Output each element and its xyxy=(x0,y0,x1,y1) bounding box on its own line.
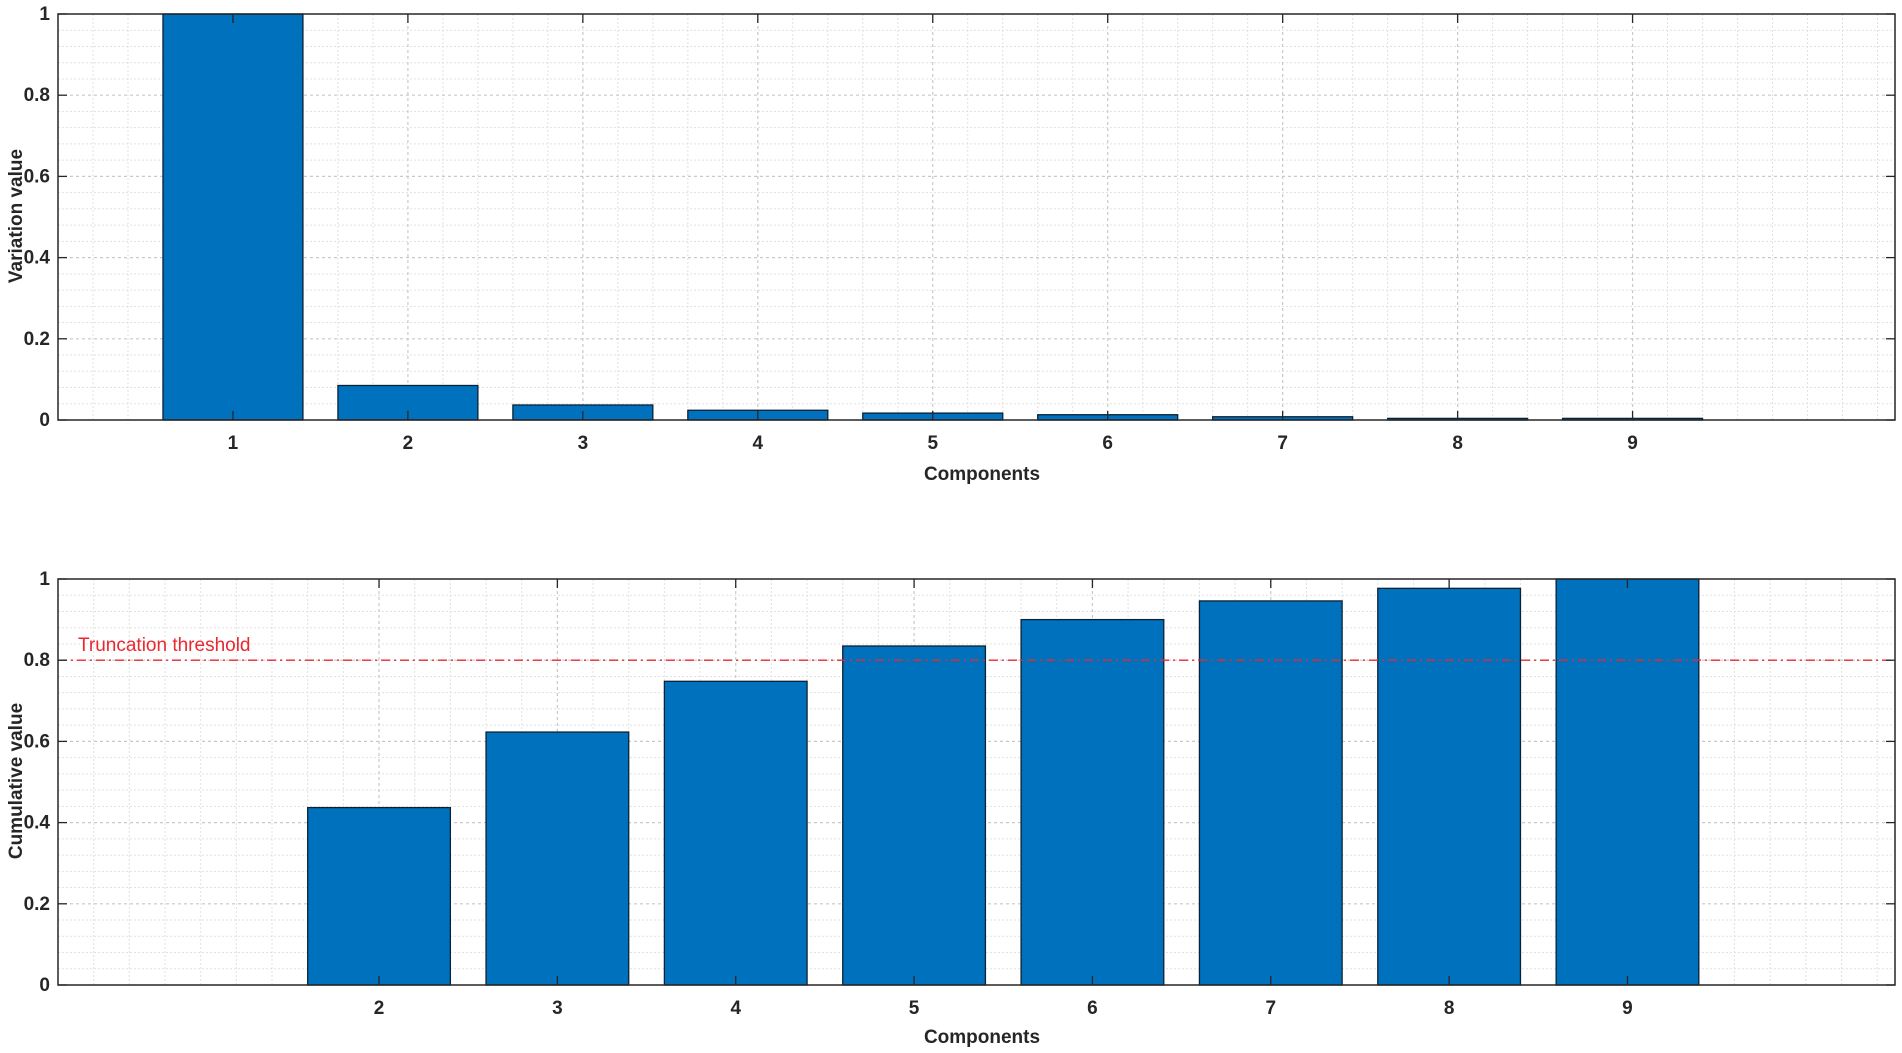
bar-9 xyxy=(1555,578,1700,986)
variation-chart: Components Variation value 0 0.2 0.4 0.6 0.8… xyxy=(6,4,1896,485)
x-tick-label: 3 xyxy=(552,998,563,1019)
y-tick-label: 0 xyxy=(39,975,50,996)
x-tick-label: 2 xyxy=(403,433,414,454)
bar-5 xyxy=(842,645,987,986)
y-tick-label: 0.2 xyxy=(24,329,50,350)
bars xyxy=(162,13,1704,421)
bar-8 xyxy=(1377,587,1522,986)
x-tick-label: 5 xyxy=(909,998,920,1019)
x-axis-label: Components xyxy=(924,1027,1040,1048)
y-axis-label: Variation value xyxy=(6,149,27,283)
axes-box xyxy=(57,13,1896,421)
ticks: 0 0.2 0.4 0.6 0.8 1 2 3 4 5 6 7 8 9 xyxy=(24,569,1895,1019)
y-tick-label: 0.4 xyxy=(24,813,51,834)
x-tick-label: 4 xyxy=(753,433,764,454)
x-tick-label: 7 xyxy=(1277,433,1288,454)
x-tick-label: 4 xyxy=(730,998,741,1019)
x-tick-label: 3 xyxy=(578,433,589,454)
x-tick-label: 9 xyxy=(1627,433,1638,454)
plot-area xyxy=(58,14,1895,420)
x-tick-label: 6 xyxy=(1102,433,1113,454)
y-tick-label: 0.4 xyxy=(24,248,51,269)
y-tick-label: 1 xyxy=(39,4,50,25)
bar-3 xyxy=(485,731,630,986)
y-tick-label: 0 xyxy=(39,410,50,431)
threshold-label: Truncation threshold xyxy=(78,635,251,656)
bars xyxy=(307,578,1700,986)
x-tick-label: 8 xyxy=(1452,433,1463,454)
bar-4 xyxy=(663,680,808,986)
bar-6 xyxy=(1020,618,1165,986)
bar-2 xyxy=(307,806,452,986)
x-tick-label: 1 xyxy=(228,433,239,454)
grid xyxy=(57,14,1895,420)
bar-1 xyxy=(162,13,304,421)
x-tick-label: 9 xyxy=(1622,998,1633,1019)
bar-7 xyxy=(1198,600,1343,986)
x-axis-label: Components xyxy=(924,464,1040,485)
y-tick-label: 0.8 xyxy=(24,650,50,671)
y-tick-label: 1 xyxy=(39,569,50,590)
x-tick-label: 5 xyxy=(927,433,938,454)
axes-box xyxy=(57,578,1896,986)
y-tick-label: 0.6 xyxy=(24,166,50,187)
x-tick-label: 8 xyxy=(1444,998,1455,1019)
x-tick-label: 2 xyxy=(374,998,385,1019)
y-tick-label: 0.6 xyxy=(24,731,50,752)
cumulative-chart: Components Cumulative value Truncation t… xyxy=(6,569,1896,1048)
x-tick-label: 6 xyxy=(1087,998,1098,1019)
ticks: 0 0.2 0.4 0.6 0.8 1 1 2 3 4 5 6 7 8 9 xyxy=(24,4,1895,454)
y-tick-label: 0.2 xyxy=(24,894,50,915)
y-axis-label: Cumulative value xyxy=(6,703,27,859)
x-tick-label: 7 xyxy=(1265,998,1276,1019)
y-tick-label: 0.8 xyxy=(24,85,50,106)
